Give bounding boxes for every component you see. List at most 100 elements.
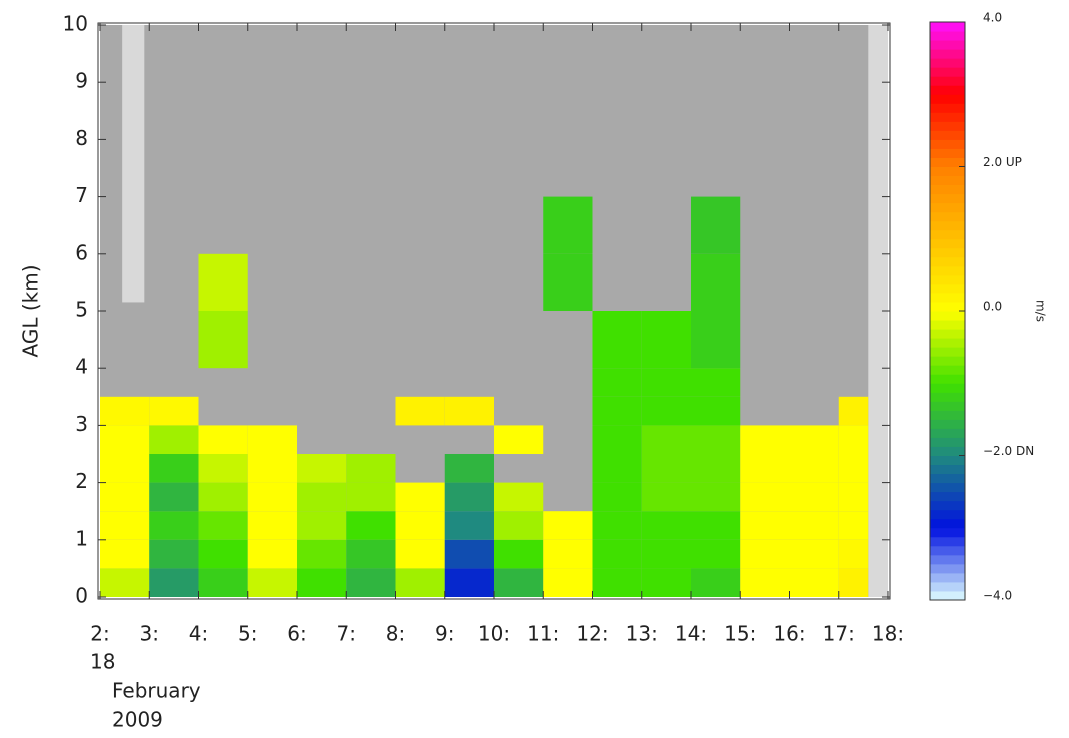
- colorbar-swatch: [930, 338, 965, 348]
- y-tick-label: 3: [75, 412, 88, 436]
- heatmap-cell: [592, 568, 642, 597]
- heatmap-cell: [297, 568, 347, 597]
- heatmap-cell: [395, 482, 445, 512]
- colorbar-swatch: [930, 292, 965, 303]
- colorbar-swatch: [930, 220, 965, 231]
- colorbar-swatch: [930, 94, 965, 104]
- colorbar-swatch: [930, 283, 965, 294]
- y-tick-label: 10: [63, 12, 88, 36]
- no-data-span: [868, 25, 888, 597]
- heatmap-cell: [592, 311, 642, 369]
- heatmap-cell: [691, 253, 741, 311]
- heatmap-cell: [346, 511, 396, 540]
- heatmap-cell: [641, 368, 691, 397]
- colorbar-swatch: [930, 256, 965, 267]
- colorbar-swatch: [930, 509, 965, 520]
- heatmap-cell: [641, 511, 691, 540]
- heatmap-cell: [198, 539, 248, 569]
- colorbar-tick-label: 0.0: [983, 300, 1002, 314]
- x-tick-label: 9:: [435, 622, 454, 646]
- colorbar-swatch: [930, 437, 965, 447]
- heatmap-cell: [740, 425, 790, 454]
- x-tick-label: 4:: [189, 622, 208, 646]
- heatmap-cell: [543, 539, 593, 569]
- heatmap-cell: [592, 539, 642, 569]
- colorbar-swatch: [930, 229, 965, 240]
- heatmap-cell: [247, 568, 297, 597]
- colorbar-swatch: [930, 58, 965, 68]
- heatmap-cell: [592, 368, 642, 397]
- heatmap-cell: [149, 511, 199, 540]
- heatmap-cell: [691, 196, 741, 254]
- heatmap-cell: [691, 454, 741, 483]
- y-tick-label: 6: [75, 240, 88, 264]
- colorbar-swatch: [930, 112, 965, 122]
- heatmap-cell: [592, 482, 642, 512]
- heatmap-cell: [100, 396, 150, 426]
- colorbar-swatch: [930, 274, 965, 285]
- colorbar-swatch: [930, 49, 965, 59]
- colorbar-swatch: [930, 85, 965, 95]
- heatmap-cell: [100, 539, 150, 569]
- heatmap-cell: [494, 539, 544, 569]
- colorbar-swatch: [930, 590, 965, 601]
- colorbar-swatch: [930, 500, 965, 511]
- heatmap-cell: [100, 511, 150, 540]
- heatmap-cell: [691, 539, 741, 569]
- heatmap-cell: [691, 396, 741, 426]
- colorbar-swatch: [930, 545, 965, 556]
- colorbar-swatch: [930, 536, 965, 547]
- heatmap-cell: [198, 253, 248, 311]
- x-tick-label: 13:: [626, 622, 658, 646]
- heatmap-cell: [740, 482, 790, 512]
- heatmap-cell: [149, 396, 199, 426]
- heatmap-cell: [100, 568, 150, 597]
- heatmap-cell: [691, 482, 741, 512]
- colorbar-swatch: [930, 320, 965, 330]
- heatmap-cell: [198, 311, 248, 369]
- x-tick-label: 7:: [337, 622, 356, 646]
- colorbar-swatch: [930, 67, 965, 77]
- x-tick-label: 12:: [576, 622, 608, 646]
- colorbar-swatch: [930, 329, 965, 339]
- heatmap-cell: [198, 482, 248, 512]
- y-axis-label: AGL (km): [19, 265, 43, 358]
- colorbar-tick-label: −4.0: [983, 589, 1012, 603]
- colorbar-swatch: [930, 22, 965, 32]
- heatmap-cell: [838, 396, 869, 426]
- colorbar-swatch: [930, 491, 965, 502]
- heatmap-cell: [740, 539, 790, 569]
- colorbar-tick-label: −2.0 DN: [983, 444, 1034, 458]
- x-tick-label: 17:: [823, 622, 855, 646]
- heatmap-cell: [691, 568, 741, 597]
- heatmap-cell: [297, 454, 347, 483]
- heatmap-cell: [494, 511, 544, 540]
- y-tick-label: 8: [75, 126, 88, 150]
- heatmap-cell: [740, 568, 790, 597]
- colorbar-swatch: [930, 356, 965, 366]
- heatmap-cell: [641, 539, 691, 569]
- heatmap-cell: [247, 454, 297, 483]
- colorbar-swatch: [930, 473, 965, 484]
- colorbar-swatch: [930, 139, 965, 149]
- x-tick-label: 16:: [773, 622, 805, 646]
- heatmap-cell: [592, 511, 642, 540]
- heatmap-cell: [838, 482, 869, 512]
- y-tick-label: 4: [75, 355, 88, 379]
- y-tick-label: 1: [75, 526, 88, 550]
- heatmap-cell: [100, 425, 150, 454]
- heatmap-cell: [198, 454, 248, 483]
- colorbar-swatch: [930, 572, 965, 583]
- colorbar-swatch: [930, 392, 965, 402]
- heatmap-cell: [641, 396, 691, 426]
- heatmap-cell: [641, 311, 691, 369]
- x-tick-label: 18:: [872, 622, 904, 646]
- date-label: 18: [90, 650, 115, 674]
- heatmap-cell: [641, 425, 691, 454]
- colorbar-swatch: [930, 383, 965, 393]
- heatmap-cell: [691, 368, 741, 397]
- heatmap-cell: [543, 196, 593, 254]
- heatmap-cell: [444, 482, 494, 512]
- heatmap-cell: [395, 539, 445, 569]
- x-tick-label: 6:: [287, 622, 306, 646]
